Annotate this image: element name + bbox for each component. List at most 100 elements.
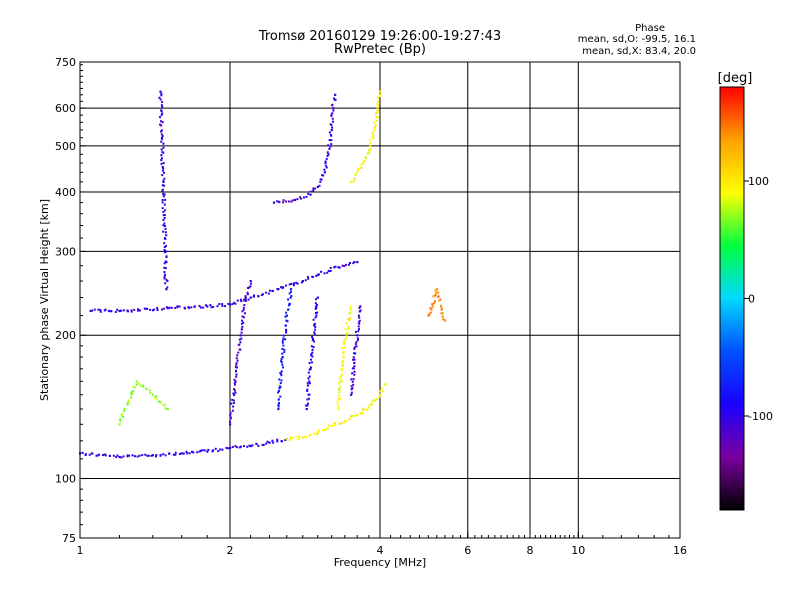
data-point [435, 291, 438, 294]
data-point [304, 404, 307, 407]
data-point [344, 337, 347, 340]
data-point [162, 180, 165, 184]
data-point [281, 341, 284, 344]
data-point [314, 307, 317, 310]
colorbar-tick-label: 100 [748, 175, 769, 188]
data-point [355, 341, 358, 344]
data-point [381, 387, 384, 390]
data-point [286, 320, 289, 323]
data-point [161, 207, 164, 210]
data-point [368, 403, 371, 406]
data-point [202, 306, 205, 309]
data-point [358, 328, 361, 331]
data-point [155, 454, 158, 457]
data-point [332, 120, 335, 123]
data-point [347, 318, 350, 321]
colorbar-tick-label: -100 [748, 410, 773, 423]
data-point [280, 370, 283, 373]
data-point [356, 413, 359, 417]
data-point [240, 322, 243, 325]
data-point [316, 273, 319, 276]
data-point [162, 192, 165, 195]
data-point [311, 348, 314, 351]
data-point [233, 383, 236, 386]
data-point [373, 126, 376, 129]
data-point [210, 306, 213, 309]
data-point [237, 343, 240, 346]
data-point [241, 325, 244, 328]
data-point [352, 378, 355, 381]
y-axis-ticks: 75 100 200 300 400 500 600 750 [55, 56, 86, 545]
data-point [428, 313, 431, 316]
data-point [162, 142, 165, 145]
data-point [234, 366, 237, 369]
data-point [249, 445, 252, 448]
data-point [247, 298, 250, 301]
data-point [348, 319, 351, 322]
data-point [326, 151, 329, 154]
data-point [188, 307, 191, 310]
x-tick-label: 16 [673, 544, 687, 557]
data-point [138, 309, 141, 312]
data-point [315, 298, 318, 301]
data-point [343, 346, 346, 349]
data-point [332, 107, 335, 110]
data-point [304, 279, 307, 282]
data-point [296, 282, 299, 285]
data-point [162, 195, 165, 198]
data-point [277, 407, 280, 411]
data-point [329, 123, 332, 126]
data-point [344, 419, 347, 422]
data-point [307, 277, 310, 280]
data-point [310, 354, 313, 357]
data-point [357, 314, 360, 317]
data-point [317, 273, 320, 276]
data-point [279, 371, 282, 374]
data-point [381, 390, 384, 393]
data-point [353, 352, 356, 355]
data-point [353, 414, 356, 417]
data-point [84, 454, 87, 457]
data-points [79, 90, 447, 459]
data-point [314, 312, 317, 315]
data-point [312, 276, 315, 279]
data-point [301, 436, 305, 439]
data-point [201, 449, 204, 452]
data-point [249, 285, 252, 288]
data-point [162, 404, 165, 407]
data-point [126, 402, 129, 405]
data-point [104, 454, 107, 457]
data-point [153, 308, 156, 311]
data-point [119, 420, 122, 423]
data-point [232, 405, 235, 408]
data-point [145, 388, 148, 391]
data-point [315, 306, 318, 309]
data-point [238, 348, 241, 351]
data-point [163, 177, 166, 180]
data-point [291, 199, 294, 202]
data-point [290, 290, 293, 293]
data-point [350, 305, 353, 308]
data-point [257, 444, 260, 447]
data-point [315, 274, 318, 277]
data-point [161, 135, 164, 138]
x-tick-label: 10 [571, 544, 585, 557]
data-point [364, 157, 367, 160]
data-point [126, 454, 129, 457]
colorbar [719, 86, 745, 511]
data-point [350, 378, 353, 381]
data-point [131, 392, 134, 395]
data-point [162, 179, 165, 182]
data-point [363, 160, 366, 163]
data-point [278, 387, 281, 390]
data-point [319, 180, 322, 183]
data-point [331, 126, 334, 129]
data-point [185, 450, 188, 453]
data-point [261, 293, 264, 296]
data-point [313, 340, 316, 343]
data-point [346, 331, 349, 334]
data-point [294, 435, 297, 438]
data-point [352, 383, 355, 386]
data-point [440, 308, 443, 311]
data-point [308, 361, 311, 364]
